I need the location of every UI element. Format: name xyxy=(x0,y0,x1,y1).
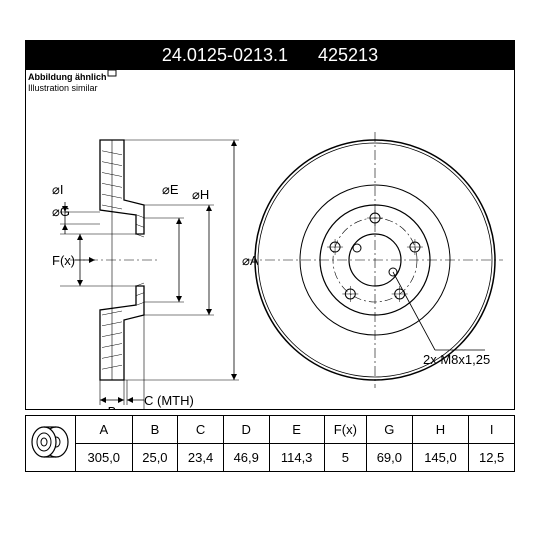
col-value: 46,9 xyxy=(223,444,269,472)
col-header: D xyxy=(223,416,269,444)
col-value: 12,5 xyxy=(469,444,515,472)
col-value: 5 xyxy=(324,444,366,472)
col-value: 69,0 xyxy=(367,444,413,472)
col-header: B xyxy=(132,416,178,444)
col-header: I xyxy=(469,416,515,444)
svg-text:F(x): F(x) xyxy=(52,253,75,268)
dimension-table: ABCDEF(x)GHI 305,025,023,446,9114,3569,0… xyxy=(25,415,515,472)
col-header: G xyxy=(367,416,413,444)
diagram-area: 2x M8x1,25⌀A⌀H⌀E⌀G⌀IF(x)BDC (MTH) xyxy=(25,70,515,410)
col-value: 305,0 xyxy=(76,444,133,472)
svg-text:2x M8x1,25: 2x M8x1,25 xyxy=(423,352,490,367)
col-value: 145,0 xyxy=(412,444,469,472)
col-header: H xyxy=(412,416,469,444)
col-value: 114,3 xyxy=(269,444,324,472)
col-header: F(x) xyxy=(324,416,366,444)
svg-text:⌀I: ⌀I xyxy=(52,182,63,197)
col-value: 25,0 xyxy=(132,444,178,472)
technical-drawing: 2x M8x1,25⌀A⌀H⌀E⌀G⌀IF(x)BDC (MTH) xyxy=(25,70,515,410)
svg-text:⌀E: ⌀E xyxy=(162,182,179,197)
table-value-row: 305,025,023,446,9114,3569,0145,012,5 xyxy=(26,444,515,472)
col-header: E xyxy=(269,416,324,444)
disc-icon-cell xyxy=(26,416,76,472)
col-header: C xyxy=(178,416,224,444)
svg-text:C (MTH): C (MTH) xyxy=(144,393,194,408)
svg-text:B: B xyxy=(108,404,117,410)
col-value: 23,4 xyxy=(178,444,224,472)
col-header: A xyxy=(76,416,133,444)
svg-text:⌀H: ⌀H xyxy=(192,187,209,202)
table-header-row: ABCDEF(x)GHI xyxy=(26,416,515,444)
disc-icon xyxy=(30,424,72,460)
svg-text:⌀A: ⌀A xyxy=(242,253,259,268)
